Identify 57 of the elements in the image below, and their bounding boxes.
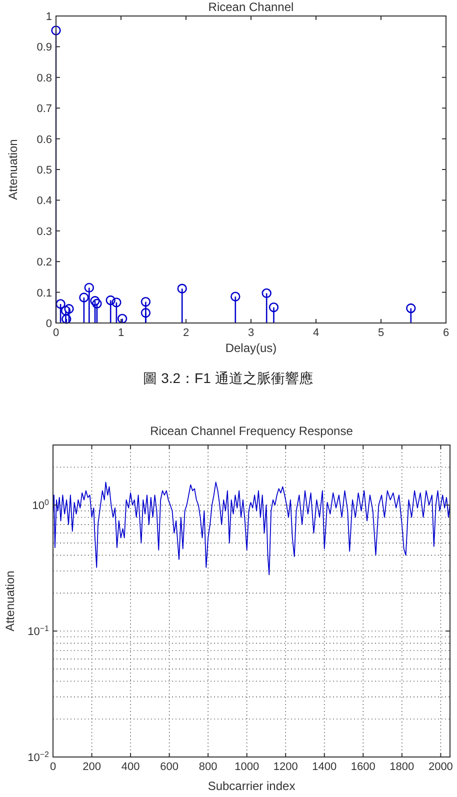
point bbox=[230, 292, 240, 302]
point bbox=[64, 304, 74, 314]
y-tick-label: 0.5 bbox=[36, 164, 52, 176]
x-tick-label: 1 bbox=[118, 327, 124, 339]
y-tick-label: 0.4 bbox=[36, 195, 52, 208]
y-tick-label: 0.3 bbox=[36, 226, 52, 238]
line-series bbox=[52, 482, 450, 576]
y-tick-label: 0.8 bbox=[36, 72, 52, 84]
x-tick-label: 4 bbox=[312, 327, 320, 339]
point bbox=[92, 298, 102, 309]
caption: 圖 3.2：F1 通道之脈衝響應 bbox=[143, 370, 313, 386]
chart-title: Ricean Channel Frequency Response bbox=[150, 424, 354, 438]
x-tick-label: 1600 bbox=[350, 761, 376, 773]
y-tick-label: 0.2 bbox=[36, 256, 52, 269]
y-tick-label: 10$^{0}$ bbox=[32, 498, 50, 512]
point bbox=[62, 314, 72, 324]
y-tick-label: 0.6 bbox=[36, 134, 52, 146]
point bbox=[51, 26, 61, 36]
x-tick-label: 1800 bbox=[390, 761, 414, 773]
x-tick-label: 1000 bbox=[234, 761, 260, 773]
x-tick-label: 600 bbox=[160, 761, 178, 773]
point bbox=[140, 308, 151, 318]
y-tick-label: 10$^{−2}$ bbox=[28, 750, 50, 764]
y-tick-label: 0.7 bbox=[36, 103, 52, 116]
point bbox=[60, 306, 71, 316]
point bbox=[117, 314, 128, 324]
point bbox=[90, 296, 100, 306]
x-axis-title: Delay(us) bbox=[225, 341, 277, 355]
x-tick-label: 200 bbox=[82, 761, 101, 773]
x-tick-label: 5 bbox=[378, 327, 384, 339]
x-tick-label: 6 bbox=[442, 327, 450, 339]
y-tick-label: 1 bbox=[46, 11, 52, 23]
x-tick-label: 2000 bbox=[428, 761, 453, 773]
point bbox=[79, 292, 89, 302]
y-tick-label: 10$^{−1}$ bbox=[28, 624, 50, 638]
y-axis-title: Attenuation bbox=[3, 570, 17, 632]
y-tick-label: 0.1 bbox=[36, 287, 52, 300]
y-axis-title: Attenuation bbox=[6, 139, 20, 200]
x-tick-label: 400 bbox=[121, 761, 140, 773]
point bbox=[106, 295, 116, 306]
point bbox=[262, 288, 272, 298]
y-tick-label: 0 bbox=[46, 318, 52, 330]
point bbox=[112, 298, 122, 308]
y-tick-label: 0.9 bbox=[36, 42, 52, 54]
x-axis-title: Subcarrier index bbox=[208, 779, 296, 793]
chart-title: Ricean Channel bbox=[208, 0, 294, 14]
x-tick-label: 3 bbox=[248, 327, 254, 339]
point bbox=[84, 282, 94, 293]
point bbox=[406, 303, 416, 314]
point bbox=[177, 284, 187, 294]
x-tick-label: 2 bbox=[182, 327, 190, 339]
x-tick-label: 1400 bbox=[312, 761, 337, 773]
point bbox=[268, 302, 279, 312]
point bbox=[140, 296, 151, 307]
x-tick-label: 1200 bbox=[273, 761, 298, 773]
x-tick-label: 800 bbox=[198, 761, 218, 773]
point bbox=[56, 299, 66, 309]
